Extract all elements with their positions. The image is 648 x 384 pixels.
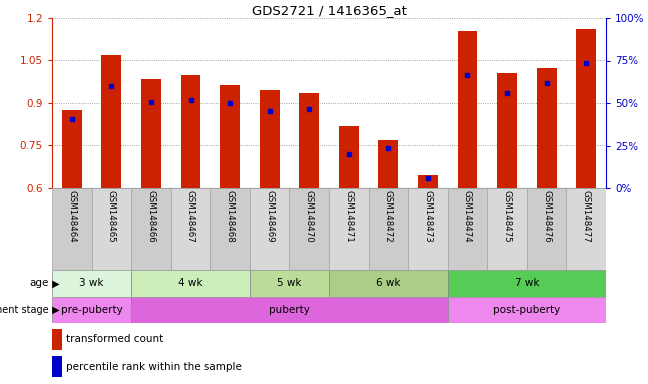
Bar [448,297,606,323]
Bar [170,188,211,270]
Text: GSM148477: GSM148477 [582,190,591,243]
Bar [250,188,290,270]
Bar [408,188,448,270]
Bar [91,188,131,270]
Text: GSM148471: GSM148471 [344,190,353,243]
Text: pre-puberty: pre-puberty [61,305,122,315]
Text: age: age [29,278,49,288]
Bar [537,68,557,188]
Bar [52,356,62,377]
Bar [181,74,200,188]
Bar [220,84,240,188]
Text: GSM148473: GSM148473 [423,190,432,243]
Bar [131,297,448,323]
Bar [487,188,527,270]
Bar [290,188,329,270]
Bar [339,126,359,188]
Text: GSM148464: GSM148464 [67,190,76,243]
Bar [448,270,606,297]
Bar [566,188,606,270]
Text: GSM148470: GSM148470 [305,190,314,243]
Bar [576,29,596,188]
Bar [329,188,369,270]
Bar [369,188,408,270]
Bar [52,270,131,297]
Bar [329,270,448,297]
Text: 5 wk: 5 wk [277,278,302,288]
Text: GSM148465: GSM148465 [107,190,116,243]
Bar [527,188,566,270]
Text: 6 wk: 6 wk [376,278,400,288]
Text: GSM148472: GSM148472 [384,190,393,243]
Text: GSM148468: GSM148468 [226,190,235,243]
Bar [448,188,487,270]
Text: GSM148476: GSM148476 [542,190,551,243]
Text: GSM148467: GSM148467 [186,190,195,243]
Text: GSM148475: GSM148475 [503,190,511,243]
Bar [52,188,91,270]
Bar [378,140,399,188]
Text: development stage: development stage [0,305,49,315]
Text: 3 wk: 3 wk [79,278,104,288]
Text: GSM148466: GSM148466 [146,190,156,243]
Text: post-puberty: post-puberty [493,305,561,315]
Bar [141,79,161,188]
Bar [211,188,250,270]
Title: GDS2721 / 1416365_at: GDS2721 / 1416365_at [251,4,406,17]
Bar [62,110,82,188]
Bar [457,31,478,188]
Bar [131,270,250,297]
Bar [299,93,319,188]
Bar [52,297,131,323]
Text: puberty: puberty [269,305,310,315]
Bar [102,55,121,188]
Bar [418,175,438,188]
Text: 7 wk: 7 wk [515,278,539,288]
Text: GSM148474: GSM148474 [463,190,472,243]
Text: percentile rank within the sample: percentile rank within the sample [66,362,242,372]
Text: transformed count: transformed count [66,334,163,344]
Bar [250,270,329,297]
Bar [497,73,517,188]
Text: GSM148469: GSM148469 [265,190,274,243]
Bar [260,90,279,188]
Bar [52,329,62,350]
Text: ▶: ▶ [49,305,60,315]
Text: ▶: ▶ [49,278,60,288]
Text: 4 wk: 4 wk [178,278,203,288]
Bar [131,188,170,270]
